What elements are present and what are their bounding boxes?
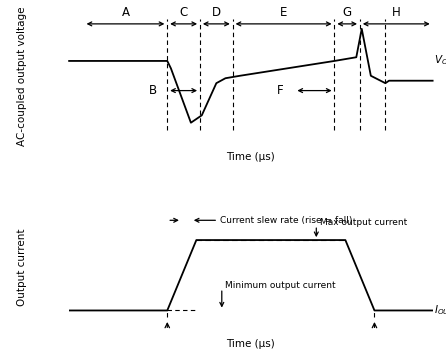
- Text: Current slew rate (rise = fall): Current slew rate (rise = fall): [220, 216, 352, 225]
- Text: Time (μs): Time (μs): [227, 152, 275, 162]
- Text: $I_{OUT}$: $I_{OUT}$: [434, 303, 446, 317]
- Text: H: H: [392, 6, 401, 19]
- Text: C: C: [179, 6, 188, 19]
- Text: Time (μs): Time (μs): [227, 339, 275, 349]
- Text: A: A: [121, 6, 129, 19]
- Text: $V_{OUT}$: $V_{OUT}$: [434, 53, 446, 66]
- Text: AC-coupled output voltage: AC-coupled output voltage: [17, 6, 27, 146]
- Text: F: F: [277, 84, 283, 97]
- Text: B: B: [149, 84, 157, 97]
- Text: D: D: [212, 6, 221, 19]
- Text: Minimum output current: Minimum output current: [225, 281, 336, 290]
- Text: G: G: [343, 6, 352, 19]
- Text: Max output current: Max output current: [320, 218, 407, 227]
- Text: E: E: [280, 6, 287, 19]
- Text: Output current: Output current: [17, 229, 27, 306]
